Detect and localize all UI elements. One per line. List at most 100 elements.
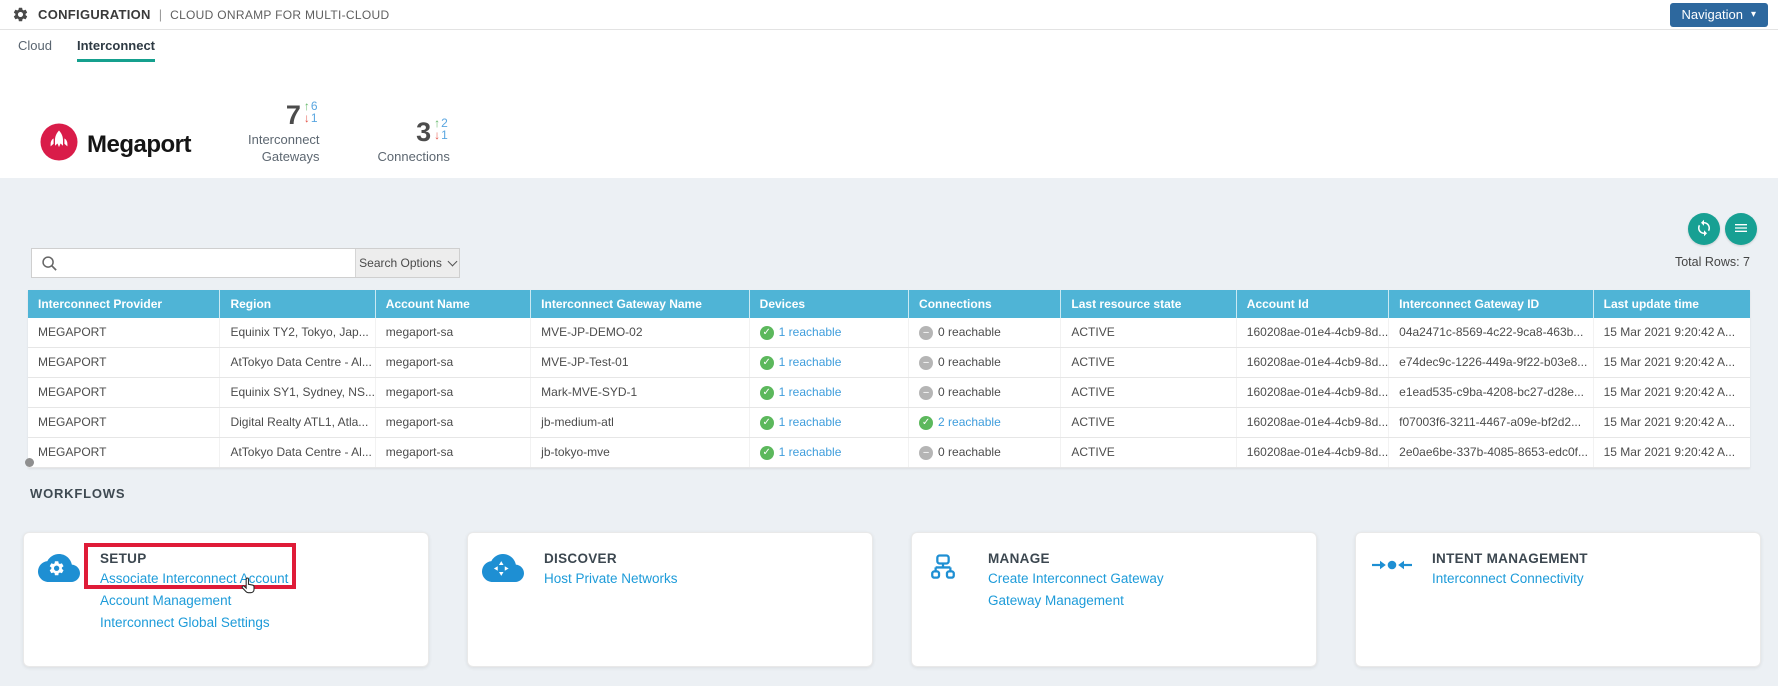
cell-region: Equinix TY2, Tokyo, Jap...	[220, 318, 376, 347]
table-row[interactable]: MEGAPORT AtTokyo Data Centre - Al... meg…	[28, 438, 1750, 468]
cell-account-name: megaport-sa	[376, 318, 532, 347]
cell-last-resource-state: ACTIVE	[1061, 318, 1237, 347]
link-host-private-networks[interactable]: Host Private Networks	[544, 571, 678, 586]
cell-devices: 1 reachable	[750, 378, 910, 407]
tab-cloud[interactable]: Cloud	[18, 38, 52, 53]
devices-reachable-link[interactable]: 1 reachable	[778, 445, 842, 459]
cell-gateway-name: jb-tokyo-mve	[531, 438, 750, 467]
cell-interconnect-provider: MEGAPORT	[28, 318, 221, 347]
cell-devices: 1 reachable	[750, 348, 910, 377]
column-header[interactable]: Last update time	[1603, 297, 1699, 311]
cell-last-update-time: 15 Mar 2021 9:20:42 A...	[1603, 385, 1736, 399]
connections-reachable-link[interactable]: 2 reachable	[938, 415, 1001, 429]
cell-account-id: 160208ae-01e4-4cb9-8d...	[1237, 318, 1390, 347]
arrow-down-icon: ↓	[303, 110, 310, 125]
search-input[interactable]	[66, 249, 355, 277]
cell-gateway-id: 2e0ae6be-337b-4085-8653-edc0f...	[1389, 438, 1594, 467]
column-header[interactable]: Interconnect Gateway ID	[1389, 290, 1594, 318]
chevron-down-icon: ▾	[1750, 8, 1756, 20]
navigation-button[interactable]: Navigation ▾	[1669, 2, 1768, 27]
table-header-row: Interconnect Provider Region Account Name I…	[28, 290, 1750, 318]
cell-gateway-name: MVE-JP-DEMO-02	[531, 318, 750, 347]
connections-reachable-link[interactable]: 0 reachable	[938, 445, 1001, 459]
workflow-cards: SETUP Associate Interconnect Account Acc…	[23, 532, 1761, 667]
card-body: SETUP Associate Interconnect Account Acc…	[100, 551, 414, 666]
column-header[interactable]: Interconnect Gateway Name	[531, 290, 750, 318]
cell-devices: 1 reachable	[750, 438, 910, 467]
connections-reachable-link[interactable]: 0 reachable	[938, 385, 1001, 399]
cell-last-update-time: 15 Mar 2021 9:20:42 A...	[1603, 325, 1736, 339]
tab-bar: Cloud Interconnect	[0, 30, 1778, 62]
table-row[interactable]: MEGAPORT Equinix TY2, Tokyo, Jap... mega…	[28, 318, 1750, 348]
column-header[interactable]: Interconnect Provider	[28, 290, 221, 318]
tab-interconnect[interactable]: Interconnect	[77, 38, 156, 62]
hamburger-menu-icon	[1733, 220, 1749, 239]
link-associate-interconnect-account[interactable]: Associate Interconnect Account	[100, 571, 289, 586]
card-intent-management: INTENT MANAGEMENT Interconnect Connectiv…	[1355, 532, 1761, 667]
column-header[interactable]: Account Id	[1237, 290, 1390, 318]
column-header[interactable]: Account Name	[376, 290, 532, 318]
table-action-buttons	[1688, 213, 1757, 245]
cell-devices: 1 reachable	[750, 408, 910, 437]
refresh-icon	[1695, 219, 1713, 240]
cell-account-id: 160208ae-01e4-4cb9-8d...	[1237, 438, 1390, 467]
stat-connections: 3 ↑ 2 ↓ 1 Connections	[378, 116, 450, 166]
arrow-up-icon: ↑	[303, 98, 310, 113]
stat-number-row: 3 ↑ 2 ↓ 1	[416, 116, 448, 146]
main-content: Search Options Total Rows: 7 Interconnec…	[0, 178, 1778, 686]
table-row[interactable]: MEGAPORT Equinix SY1, Sydney, NS... mega…	[28, 378, 1750, 408]
table-row[interactable]: MEGAPORT Digital Realty ATL1, Atla... me…	[28, 408, 1750, 438]
up-count: 2	[441, 116, 448, 131]
cell-gateway-id: e74dec9c-1226-449a-9f22-b03e8...	[1389, 348, 1594, 377]
connections-reachable-link[interactable]: 0 reachable	[938, 325, 1001, 339]
cell-gateway-name: jb-medium-atl	[531, 408, 750, 437]
link-create-interconnect-gateway[interactable]: Create Interconnect Gateway	[988, 571, 1164, 586]
link-account-management[interactable]: Account Management	[100, 593, 232, 609]
stat-trend-arrows: ↑ 6 ↓ 1	[304, 100, 318, 124]
search-options-dropdown[interactable]: Search Options	[355, 249, 459, 277]
down-count: 1	[310, 110, 318, 125]
stat-interconnect-gateways: 7 ↑ 6 ↓ 1 Interconnect Gateways	[248, 99, 320, 166]
link-gateway-management[interactable]: Gateway Management	[988, 593, 1124, 609]
cell-connections: 2 reachable	[909, 408, 1062, 437]
devices-reachable-link[interactable]: 1 reachable	[778, 415, 842, 429]
card-body: DISCOVER Host Private Networks	[544, 551, 858, 666]
workflows-heading: WORKFLOWS	[30, 486, 126, 501]
navigation-button-label: Navigation	[1681, 7, 1743, 22]
arrow-up-icon: ↑	[434, 116, 441, 131]
cell-interconnect-provider: MEGAPORT	[28, 408, 221, 437]
link-interconnect-global-settings[interactable]: Interconnect Global Settings	[100, 615, 270, 631]
column-header[interactable]: Region	[220, 290, 376, 318]
column-header[interactable]: Connections	[909, 290, 1062, 318]
cell-gateway-id: 04a2471c-8569-4c22-9ca8-463b...	[1389, 318, 1594, 347]
mouse-pointer-cursor	[239, 576, 259, 601]
horizontal-scrollbar-thumb[interactable]	[25, 458, 34, 467]
cell-last-update-time: 15 Mar 2021 9:20:42 A...	[1603, 355, 1736, 369]
devices-status-icon	[759, 385, 774, 400]
connections-reachable-link[interactable]: 0 reachable	[938, 355, 1001, 369]
hierarchy-icon	[926, 551, 988, 666]
stat-value: 7	[285, 99, 301, 130]
table-menu-button[interactable]	[1725, 213, 1757, 245]
cell-gateway-name: MVE-JP-Test-01	[531, 348, 750, 377]
table-row[interactable]: MEGAPORT AtTokyo Data Centre - Al... meg…	[28, 348, 1750, 378]
devices-reachable-link[interactable]: 1 reachable	[778, 385, 842, 399]
card-body: INTENT MANAGEMENT Interconnect Connectiv…	[1432, 551, 1746, 666]
cell-interconnect-provider: MEGAPORT	[28, 378, 221, 407]
link-interconnect-connectivity[interactable]: Interconnect Connectivity	[1432, 571, 1584, 586]
cell-connections: 0 reachable	[909, 438, 1062, 467]
stats-group: 7 ↑ 6 ↓ 1 Interconnect Gateways 3 ↑ 2 ↓ 1 Co…	[248, 99, 450, 166]
cloud-discover-icon	[482, 551, 544, 666]
devices-reachable-link[interactable]: 1 reachable	[778, 325, 842, 339]
column-header[interactable]: Devices	[750, 290, 910, 318]
column-header[interactable]: Last resource state	[1061, 290, 1237, 318]
cell-region: Equinix SY1, Sydney, NS...	[220, 378, 376, 407]
page-subtitle: CLOUD ONRAMP FOR MULTI-CLOUD	[170, 7, 390, 22]
cell-gateway-id: e1ead535-c9ba-4208-bc27-d28e...	[1389, 378, 1594, 407]
cell-last-resource-state: ACTIVE	[1061, 348, 1237, 377]
stat-number-row: 7 ↑ 6 ↓ 1	[285, 99, 318, 130]
refresh-button[interactable]	[1688, 213, 1720, 245]
card-discover: DISCOVER Host Private Networks	[467, 532, 873, 667]
devices-reachable-link[interactable]: 1 reachable	[778, 355, 842, 369]
card-title: DISCOVER	[544, 551, 617, 566]
